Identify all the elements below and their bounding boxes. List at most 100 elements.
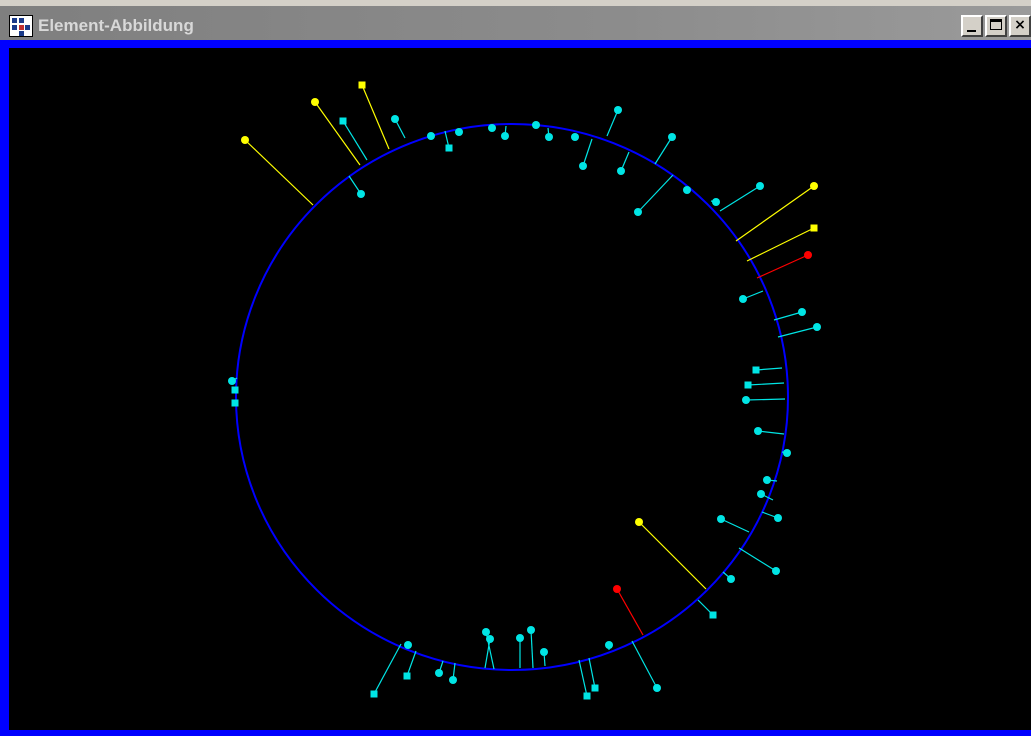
marker-dot-head[interactable] xyxy=(813,323,821,331)
marker-dot-head[interactable] xyxy=(427,132,435,140)
marker-square-head[interactable] xyxy=(810,224,818,232)
marker-dot-head[interactable] xyxy=(613,585,621,593)
marker-square-head[interactable] xyxy=(358,81,366,89)
marker-dot-head[interactable] xyxy=(545,133,553,141)
marker-line xyxy=(654,136,673,165)
marker-dot-head[interactable] xyxy=(717,515,725,523)
marker-line xyxy=(244,139,314,206)
marker-line xyxy=(373,643,402,695)
marker-square-head[interactable] xyxy=(591,684,599,692)
element-ring xyxy=(235,123,789,671)
marker-line xyxy=(773,311,803,321)
marker-dot-head[interactable] xyxy=(527,626,535,634)
marker-line xyxy=(735,185,815,242)
maximize-icon xyxy=(990,19,1002,30)
marker-square-head[interactable] xyxy=(370,690,378,698)
marker-dot-head[interactable] xyxy=(617,167,625,175)
app-grid-icon[interactable] xyxy=(9,15,33,37)
marker-square-head[interactable] xyxy=(583,692,591,700)
marker-line xyxy=(361,84,390,150)
marker-dot-head[interactable] xyxy=(635,518,643,526)
marker-dot-head[interactable] xyxy=(653,684,661,692)
marker-square-head[interactable] xyxy=(339,117,347,125)
marker-square-head[interactable] xyxy=(752,366,760,374)
marker-square-head[interactable] xyxy=(744,381,752,389)
marker-line xyxy=(637,174,674,213)
marker-dot-head[interactable] xyxy=(634,208,642,216)
marker-dot-head[interactable] xyxy=(516,634,524,642)
marker-dot-head[interactable] xyxy=(783,449,791,457)
minimize-icon xyxy=(967,30,976,32)
marker-line xyxy=(578,659,588,697)
marker-dot-head[interactable] xyxy=(798,308,806,316)
marker-dot-head[interactable] xyxy=(668,133,676,141)
marker-dot-head[interactable] xyxy=(455,128,463,136)
marker-line xyxy=(745,398,786,401)
marker-dot-head[interactable] xyxy=(482,628,490,636)
marker-line xyxy=(606,109,619,137)
marker-line xyxy=(746,227,815,262)
marker-dot-head[interactable] xyxy=(486,635,494,643)
marker-square-head[interactable] xyxy=(709,611,717,619)
close-button[interactable]: × xyxy=(1009,15,1031,37)
marker-dot-head[interactable] xyxy=(712,198,720,206)
marker-dot-head[interactable] xyxy=(357,190,365,198)
marker-line xyxy=(588,657,596,689)
marker-square-head[interactable] xyxy=(403,672,411,680)
marker-line xyxy=(755,367,783,371)
marker-line xyxy=(757,430,785,435)
maximize-button[interactable] xyxy=(985,15,1007,37)
marker-dot-head[interactable] xyxy=(404,641,412,649)
marker-line xyxy=(582,138,593,167)
minimize-button[interactable] xyxy=(961,15,983,37)
marker-dot-head[interactable] xyxy=(605,641,613,649)
marker-line xyxy=(747,382,785,386)
title-bar[interactable]: Element-Abbildung × xyxy=(0,0,1031,40)
element-map-svg xyxy=(228,81,821,700)
drawing-canvas[interactable] xyxy=(9,48,1031,730)
marker-dot-head[interactable] xyxy=(488,124,496,132)
marker-square-head[interactable] xyxy=(231,386,239,394)
marker-dot-head[interactable] xyxy=(435,669,443,677)
marker-dot-head[interactable] xyxy=(774,514,782,522)
marker-dot-head[interactable] xyxy=(756,182,764,190)
marker-dot-head[interactable] xyxy=(804,251,812,259)
element-markers xyxy=(228,81,821,700)
marker-dot-head[interactable] xyxy=(683,186,691,194)
marker-line xyxy=(484,638,491,669)
marker-dot-head[interactable] xyxy=(241,136,249,144)
marker-line xyxy=(314,101,361,166)
marker-line xyxy=(720,518,750,533)
marker-dot-head[interactable] xyxy=(742,396,750,404)
marker-dot-head[interactable] xyxy=(810,182,818,190)
marker-dot-head[interactable] xyxy=(739,295,747,303)
marker-line xyxy=(342,120,368,161)
marker-dot-head[interactable] xyxy=(614,106,622,114)
marker-dot-head[interactable] xyxy=(763,476,771,484)
marker-line xyxy=(631,640,658,689)
marker-dot-head[interactable] xyxy=(311,98,319,106)
marker-dot-head[interactable] xyxy=(757,490,765,498)
marker-dot-head[interactable] xyxy=(754,427,762,435)
marker-dot-head[interactable] xyxy=(532,121,540,129)
marker-dot-head[interactable] xyxy=(571,133,579,141)
marker-line xyxy=(777,326,818,338)
marker-dot-head[interactable] xyxy=(501,132,509,140)
close-icon: × xyxy=(1014,17,1026,33)
marker-dot-head[interactable] xyxy=(772,567,780,575)
marker-dot-head[interactable] xyxy=(391,115,399,123)
title-bar-top-strip xyxy=(0,0,1031,6)
marker-line xyxy=(530,629,534,669)
marker-line xyxy=(738,547,777,572)
marker-dot-head[interactable] xyxy=(579,162,587,170)
marker-dot-head[interactable] xyxy=(228,377,236,385)
marker-square-head[interactable] xyxy=(231,399,239,407)
marker-dot-head[interactable] xyxy=(727,575,735,583)
marker-line xyxy=(638,521,707,590)
marker-square-head[interactable] xyxy=(445,144,453,152)
marker-dot-head[interactable] xyxy=(540,648,548,656)
marker-line xyxy=(756,254,809,279)
marker-dot-head[interactable] xyxy=(449,676,457,684)
window-title: Element-Abbildung xyxy=(38,16,194,35)
